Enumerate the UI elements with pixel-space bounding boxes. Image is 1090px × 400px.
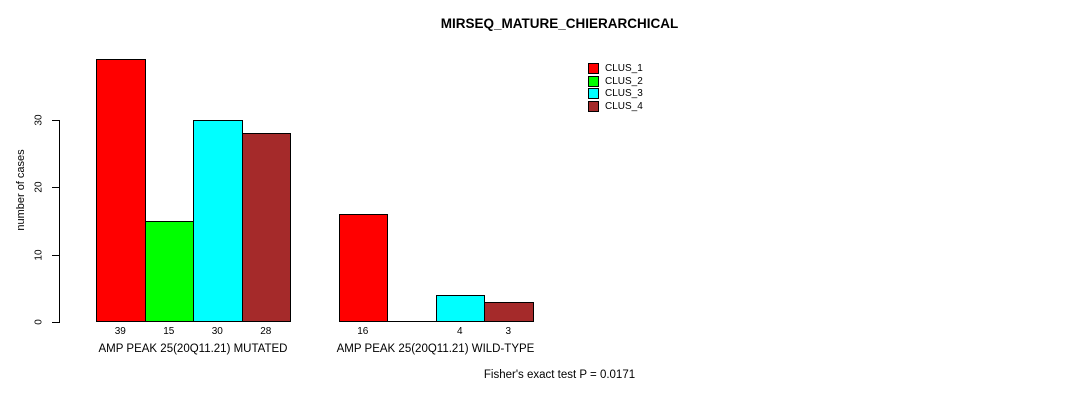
annotation-text: Fisher's exact test P = 0.0171 — [483, 369, 636, 381]
y-axis-line — [58, 120, 60, 323]
legend-item: CLUS_3 — [588, 87, 643, 100]
chart-title: MIRSEQ_MATURE_CHIERARCHICAL — [440, 16, 679, 31]
bar-clus_3 — [193, 120, 243, 322]
legend-label: CLUS_4 — [605, 100, 643, 112]
bar-value-label: 28 — [260, 326, 272, 337]
bar-value-label: 39 — [114, 326, 126, 337]
bar-clus_1 — [338, 214, 388, 322]
y-axis-tick — [51, 254, 59, 256]
bar-clus_2 — [144, 221, 194, 322]
y-axis-tick — [51, 322, 59, 323]
bar-value-label: 4 — [456, 326, 463, 337]
bar-value-label: 3 — [505, 326, 512, 337]
y-tick-label: 10 — [33, 249, 45, 261]
y-tick-label: 20 — [33, 181, 45, 193]
bar-clus_3 — [435, 295, 485, 322]
bar-clus_4 — [484, 301, 534, 322]
legend-color-swatch — [588, 62, 599, 74]
x-group-label: AMP PEAK 25(20Q11.21) MUTATED — [98, 343, 288, 355]
legend-label: CLUS_3 — [605, 88, 643, 100]
legend-label: CLUS_2 — [605, 75, 643, 87]
legend-item: CLUS_1 — [588, 62, 643, 75]
legend-label: CLUS_1 — [605, 62, 643, 74]
y-tick-label: 0 — [33, 319, 45, 325]
bar-value-label: 16 — [357, 326, 369, 337]
legend: CLUS_1 CLUS_2 CLUS_3 CLUS_4 — [588, 62, 643, 113]
bar-clus_4 — [241, 133, 291, 322]
bar-clus_2-zero — [387, 321, 437, 322]
legend-color-swatch — [588, 75, 599, 87]
legend-item: CLUS_2 — [588, 75, 643, 88]
legend-item: CLUS_4 — [588, 100, 643, 113]
x-group-label: AMP PEAK 25(20Q11.21) WILD-TYPE — [336, 343, 535, 355]
legend-color-swatch — [588, 100, 599, 112]
y-tick-label: 30 — [33, 114, 45, 126]
bar-clus_1 — [96, 59, 146, 322]
bar-value-label: 15 — [163, 326, 175, 337]
y-axis-label: number of cases — [15, 149, 27, 231]
legend-color-swatch — [588, 88, 599, 100]
bar-value-label: 30 — [211, 326, 223, 337]
y-axis-tick — [51, 187, 59, 189]
y-axis-tick — [51, 120, 59, 121]
